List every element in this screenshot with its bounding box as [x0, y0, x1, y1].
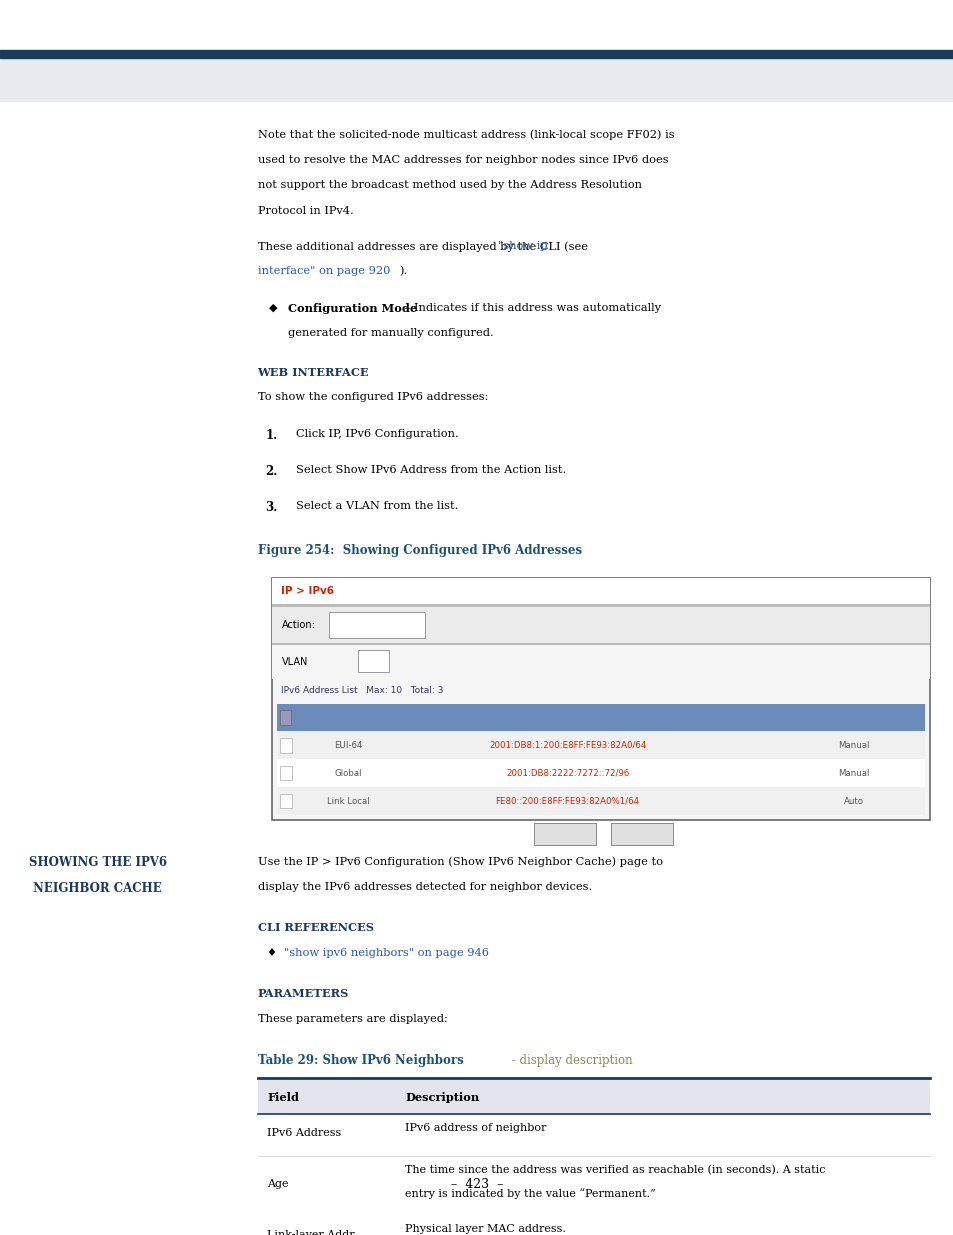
Bar [0, 58, 953, 100]
Text: 1 v: 1 v [360, 657, 373, 666]
Bar [280, 739, 292, 752]
Text: IPv6 Address: IPv6 Address [267, 1129, 341, 1139]
Text: VLAN: VLAN [281, 657, 308, 667]
Text: ◆: ◆ [269, 303, 277, 312]
Text: Global: Global [335, 768, 361, 778]
Text: IPv6 address of neighbor: IPv6 address of neighbor [405, 1123, 546, 1132]
Text: IP Address: IP Address [541, 713, 593, 722]
Bar [276, 704, 924, 731]
Bar [279, 710, 291, 725]
Text: ).: ). [398, 267, 407, 277]
Text: ♦: ♦ [267, 948, 284, 958]
Text: –  423  –: – 423 – [451, 1178, 502, 1191]
Text: – Indicates if this address was automatically: – Indicates if this address was automati… [400, 303, 660, 312]
Text: WEB INTERFACE: WEB INTERFACE [257, 367, 369, 378]
Text: Setting the Switch’s IP Address (IP Version 6): Setting the Switch’s IP Address (IP Vers… [656, 82, 929, 95]
Text: EUI-64: EUI-64 [334, 741, 362, 750]
Text: Link Local: Link Local [327, 797, 369, 805]
Text: NEIGHBOR CACHE: NEIGHBOR CACHE [29, 882, 161, 894]
Text: Revert: Revert [626, 830, 655, 839]
Text: These additional addresses are displayed by the CLI (see: These additional addresses are displayed… [257, 241, 591, 252]
Text: Manual: Manual [838, 741, 868, 750]
Text: Action:: Action: [281, 620, 315, 630]
Text: 2.: 2. [265, 466, 277, 478]
Text: 2001:DB8:2222:7272::72/96: 2001:DB8:2222:7272::72/96 [505, 768, 629, 778]
Text: Click IP, IPv6 Configuration.: Click IP, IPv6 Configuration. [295, 429, 458, 438]
Bar [357, 651, 389, 672]
Bar [272, 578, 929, 820]
Bar [272, 643, 929, 646]
Bar [257, 1081, 929, 1114]
Text: The time since the address was verified as reachable (in seconds). A static: The time since the address was verified … [405, 1165, 825, 1176]
Text: Age: Age [267, 1179, 289, 1189]
Bar [272, 578, 929, 604]
Text: To show the configured IPv6 addresses:: To show the configured IPv6 addresses: [257, 393, 487, 403]
Text: Figure 254:  Showing Configured IPv6 Addresses: Figure 254: Showing Configured IPv6 Addr… [257, 543, 581, 557]
Text: 1.: 1. [265, 429, 277, 442]
Text: CHAPTER 16: CHAPTER 16 [843, 65, 929, 78]
Text: 3.: 3. [265, 501, 277, 514]
Text: Auto: Auto [843, 797, 862, 805]
Text: display the IPv6 addresses detected for neighbor devices.: display the IPv6 addresses detected for … [257, 882, 591, 892]
Text: entry is indicated by the value “Permanent.”: entry is indicated by the value “Permane… [405, 1188, 656, 1199]
Text: Configuration Mode: Configuration Mode [804, 713, 902, 722]
Text: CLI REFERENCES: CLI REFERENCES [257, 921, 373, 932]
Text: Select a VLAN from the list.: Select a VLAN from the list. [295, 501, 457, 511]
Text: Use the IP > IPv6 Configuration (Show IPv6 Neighbor Cache) page to: Use the IP > IPv6 Configuration (Show IP… [257, 856, 662, 867]
Text: Show Pv6 Address: Show Pv6 Address [333, 620, 415, 630]
Text: IP > IPv6: IP > IPv6 [281, 585, 335, 597]
Text: Manual: Manual [838, 768, 868, 778]
Text: Configuration Mode: Configuration Mode [288, 303, 416, 314]
Text: |  IP Configuration: | IP Configuration [748, 65, 929, 78]
Bar [272, 604, 929, 606]
Text: "show ipv6 neighbors" on page 946: "show ipv6 neighbors" on page 946 [284, 948, 489, 958]
Text: "show ip: "show ip [497, 241, 547, 251]
Text: generated for manually configured.: generated for manually configured. [288, 329, 494, 338]
Text: SHOWING THE IPV6: SHOWING THE IPV6 [29, 856, 167, 869]
Text: IPv6 Address List   Max: 10   Total: 3: IPv6 Address List Max: 10 Total: 3 [281, 685, 443, 695]
Bar [272, 606, 929, 643]
Bar [276, 731, 924, 760]
Text: Table 29: Show IPv6 Neighbors: Table 29: Show IPv6 Neighbors [257, 1053, 463, 1067]
Text: 2001:DB8:1:200:E8FF:FE93:82A0/64: 2001:DB8:1:200:E8FF:FE93:82A0/64 [489, 741, 645, 750]
Text: Apply: Apply [552, 830, 577, 839]
Bar [276, 760, 924, 787]
Text: PARAMETERS: PARAMETERS [257, 988, 349, 999]
Bar [272, 646, 929, 679]
Text: Link-layer Addr: Link-layer Addr [267, 1230, 355, 1235]
Text: These parameters are displayed:: These parameters are displayed: [257, 1014, 447, 1024]
Bar [0, 49, 953, 58]
Text: used to resolve the MAC addresses for neighbor nodes since IPv6 does: used to resolve the MAC addresses for ne… [257, 156, 667, 165]
Text: - display description: - display description [507, 1053, 632, 1067]
Bar [276, 787, 924, 815]
Text: FE80::200:E8FF:FE93:82A0%1/64: FE80::200:E8FF:FE93:82A0%1/64 [495, 797, 639, 805]
Text: Physical layer MAC address.: Physical layer MAC address. [405, 1224, 566, 1234]
Text: IP Address Type: IP Address Type [309, 713, 387, 722]
Text: v: v [415, 620, 419, 630]
Bar [329, 613, 424, 637]
Text: Select Show IPv6 Address from the Action list.: Select Show IPv6 Address from the Action… [295, 466, 565, 475]
Text: Field: Field [267, 1092, 299, 1103]
Bar [280, 794, 292, 809]
Text: interface" on page 920: interface" on page 920 [257, 267, 390, 277]
Bar [534, 824, 596, 845]
Text: Protocol in IPv4.: Protocol in IPv4. [257, 206, 353, 216]
Text: Note that the solicited-node multicast address (link-local scope FF02) is: Note that the solicited-node multicast a… [257, 130, 674, 140]
Text: Description: Description [405, 1092, 479, 1103]
Text: not support the broadcast method used by the Address Resolution: not support the broadcast method used by… [257, 180, 641, 190]
Bar [280, 766, 292, 781]
Bar [610, 824, 672, 845]
